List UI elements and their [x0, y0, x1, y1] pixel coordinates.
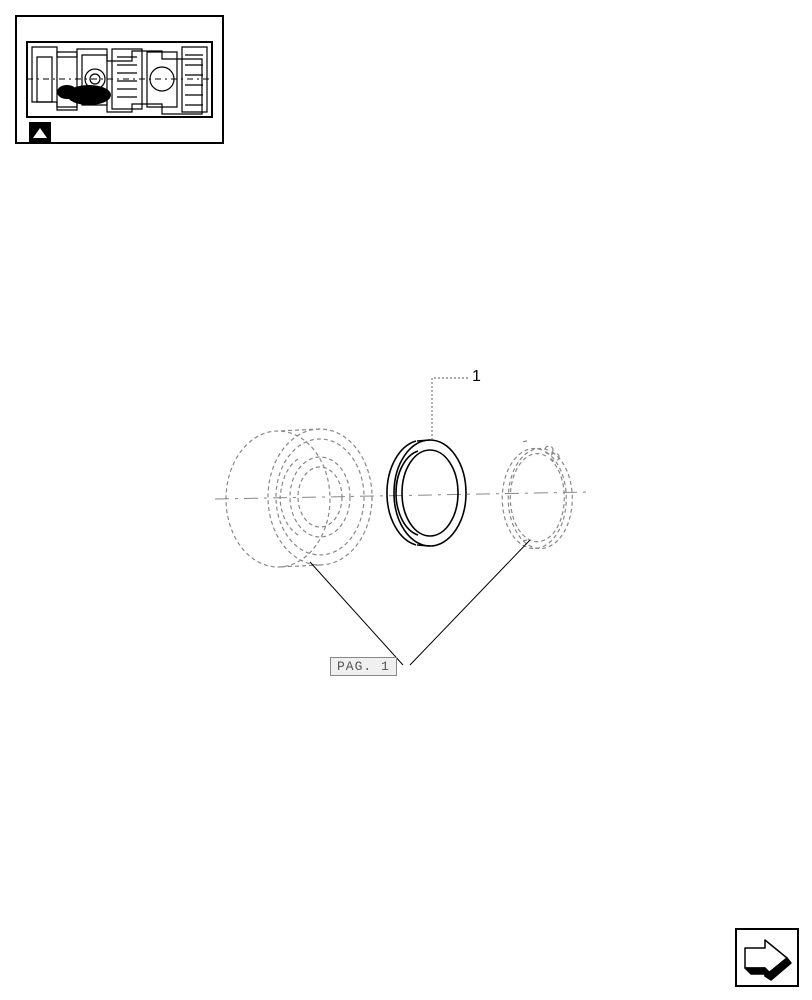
next-page-icon[interactable] — [735, 928, 799, 987]
snap-ring-part — [502, 441, 572, 549]
callout-1-leader — [432, 378, 468, 440]
pag-ref-leaders — [310, 540, 530, 665]
exploded-view-diagram — [0, 0, 812, 1000]
spacer-ring-part — [387, 440, 466, 546]
callout-number-1: 1 — [472, 368, 481, 386]
page-reference-label: PAG. 1 — [330, 657, 397, 676]
